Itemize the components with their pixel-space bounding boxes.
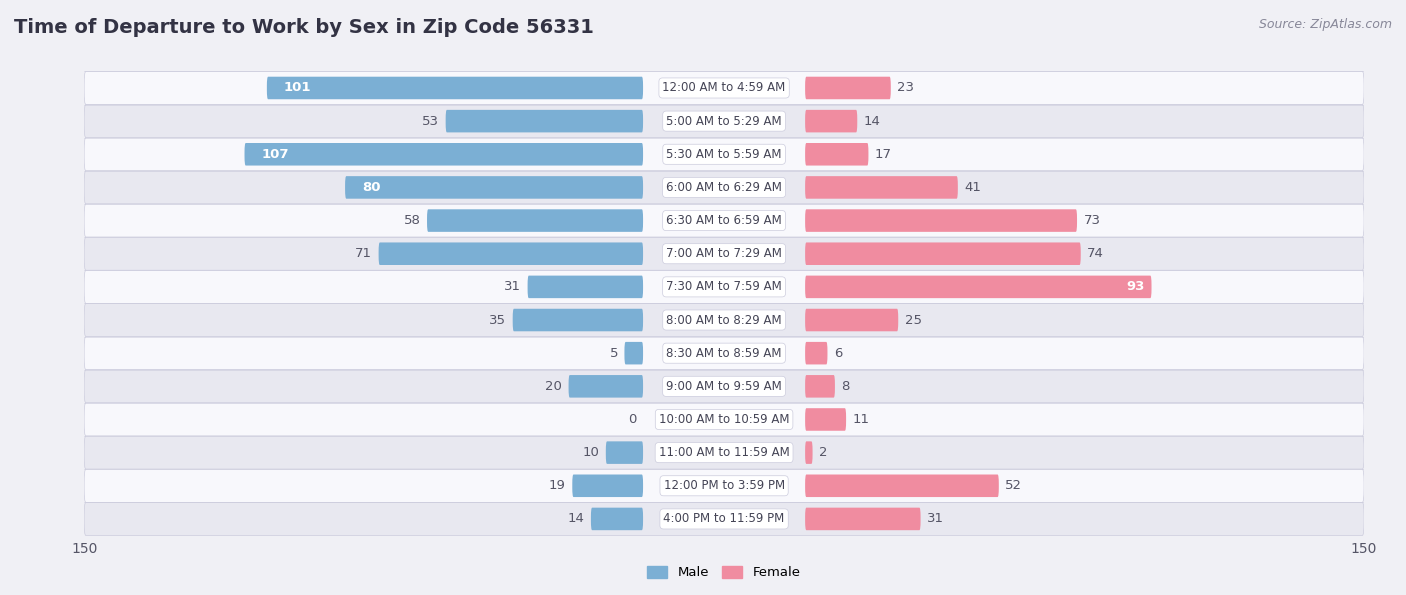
FancyBboxPatch shape bbox=[806, 275, 1152, 298]
Text: Time of Departure to Work by Sex in Zip Code 56331: Time of Departure to Work by Sex in Zip … bbox=[14, 18, 593, 37]
Text: 11: 11 bbox=[852, 413, 869, 426]
Text: 5:00 AM to 5:29 AM: 5:00 AM to 5:29 AM bbox=[666, 115, 782, 127]
Text: 6: 6 bbox=[834, 347, 842, 359]
Text: 17: 17 bbox=[875, 148, 891, 161]
FancyBboxPatch shape bbox=[806, 242, 1081, 265]
Text: 107: 107 bbox=[262, 148, 290, 161]
FancyBboxPatch shape bbox=[84, 171, 1364, 204]
FancyBboxPatch shape bbox=[84, 237, 1364, 270]
FancyBboxPatch shape bbox=[84, 105, 1364, 137]
FancyBboxPatch shape bbox=[806, 209, 1077, 232]
Text: 20: 20 bbox=[546, 380, 562, 393]
FancyBboxPatch shape bbox=[572, 474, 643, 497]
Text: 12:00 PM to 3:59 PM: 12:00 PM to 3:59 PM bbox=[664, 480, 785, 492]
FancyBboxPatch shape bbox=[606, 441, 643, 464]
Text: 35: 35 bbox=[489, 314, 506, 327]
Legend: Male, Female: Male, Female bbox=[643, 560, 806, 585]
Text: 7:00 AM to 7:29 AM: 7:00 AM to 7:29 AM bbox=[666, 248, 782, 260]
FancyBboxPatch shape bbox=[84, 369, 1364, 403]
FancyBboxPatch shape bbox=[446, 110, 643, 133]
FancyBboxPatch shape bbox=[624, 342, 643, 365]
Text: 52: 52 bbox=[1005, 480, 1022, 492]
Text: 23: 23 bbox=[897, 82, 914, 95]
Text: 12:00 AM to 4:59 AM: 12:00 AM to 4:59 AM bbox=[662, 82, 786, 95]
Text: 31: 31 bbox=[927, 512, 943, 525]
Text: 93: 93 bbox=[1126, 280, 1144, 293]
Text: 8:00 AM to 8:29 AM: 8:00 AM to 8:29 AM bbox=[666, 314, 782, 327]
FancyBboxPatch shape bbox=[84, 303, 1364, 337]
FancyBboxPatch shape bbox=[84, 71, 1364, 105]
FancyBboxPatch shape bbox=[806, 110, 858, 133]
Text: 73: 73 bbox=[1084, 214, 1101, 227]
FancyBboxPatch shape bbox=[84, 403, 1364, 436]
Text: 5: 5 bbox=[610, 347, 619, 359]
Text: 4:00 PM to 11:59 PM: 4:00 PM to 11:59 PM bbox=[664, 512, 785, 525]
Text: 101: 101 bbox=[284, 82, 311, 95]
Text: 9:00 AM to 9:59 AM: 9:00 AM to 9:59 AM bbox=[666, 380, 782, 393]
FancyBboxPatch shape bbox=[806, 77, 891, 99]
Text: 19: 19 bbox=[548, 480, 565, 492]
Text: Source: ZipAtlas.com: Source: ZipAtlas.com bbox=[1258, 18, 1392, 31]
FancyBboxPatch shape bbox=[84, 469, 1364, 502]
FancyBboxPatch shape bbox=[84, 502, 1364, 536]
Text: 6:30 AM to 6:59 AM: 6:30 AM to 6:59 AM bbox=[666, 214, 782, 227]
FancyBboxPatch shape bbox=[84, 270, 1364, 303]
Text: 53: 53 bbox=[422, 115, 439, 127]
Text: 58: 58 bbox=[404, 214, 420, 227]
Text: 14: 14 bbox=[568, 512, 585, 525]
Text: 5:30 AM to 5:59 AM: 5:30 AM to 5:59 AM bbox=[666, 148, 782, 161]
FancyBboxPatch shape bbox=[427, 209, 643, 232]
FancyBboxPatch shape bbox=[806, 441, 813, 464]
FancyBboxPatch shape bbox=[806, 375, 835, 397]
FancyBboxPatch shape bbox=[84, 436, 1364, 469]
Text: 8: 8 bbox=[841, 380, 849, 393]
FancyBboxPatch shape bbox=[245, 143, 643, 165]
Text: 0: 0 bbox=[628, 413, 637, 426]
FancyBboxPatch shape bbox=[806, 474, 998, 497]
Text: 10: 10 bbox=[582, 446, 599, 459]
FancyBboxPatch shape bbox=[267, 77, 643, 99]
Text: 80: 80 bbox=[363, 181, 381, 194]
Text: 10:00 AM to 10:59 AM: 10:00 AM to 10:59 AM bbox=[659, 413, 789, 426]
Text: 71: 71 bbox=[356, 248, 373, 260]
FancyBboxPatch shape bbox=[591, 508, 643, 530]
FancyBboxPatch shape bbox=[513, 309, 643, 331]
FancyBboxPatch shape bbox=[84, 204, 1364, 237]
FancyBboxPatch shape bbox=[84, 337, 1364, 369]
FancyBboxPatch shape bbox=[84, 137, 1364, 171]
FancyBboxPatch shape bbox=[806, 408, 846, 431]
Text: 6:00 AM to 6:29 AM: 6:00 AM to 6:29 AM bbox=[666, 181, 782, 194]
Text: 8:30 AM to 8:59 AM: 8:30 AM to 8:59 AM bbox=[666, 347, 782, 359]
Text: 7:30 AM to 7:59 AM: 7:30 AM to 7:59 AM bbox=[666, 280, 782, 293]
FancyBboxPatch shape bbox=[806, 342, 828, 365]
FancyBboxPatch shape bbox=[806, 176, 957, 199]
FancyBboxPatch shape bbox=[344, 176, 643, 199]
FancyBboxPatch shape bbox=[806, 143, 869, 165]
Text: 31: 31 bbox=[505, 280, 522, 293]
Text: 11:00 AM to 11:59 AM: 11:00 AM to 11:59 AM bbox=[659, 446, 789, 459]
FancyBboxPatch shape bbox=[568, 375, 643, 397]
FancyBboxPatch shape bbox=[806, 309, 898, 331]
Text: 74: 74 bbox=[1087, 248, 1104, 260]
Text: 2: 2 bbox=[818, 446, 828, 459]
Text: 41: 41 bbox=[965, 181, 981, 194]
Text: 14: 14 bbox=[863, 115, 880, 127]
FancyBboxPatch shape bbox=[806, 508, 921, 530]
FancyBboxPatch shape bbox=[527, 275, 643, 298]
Text: 25: 25 bbox=[904, 314, 922, 327]
FancyBboxPatch shape bbox=[378, 242, 643, 265]
